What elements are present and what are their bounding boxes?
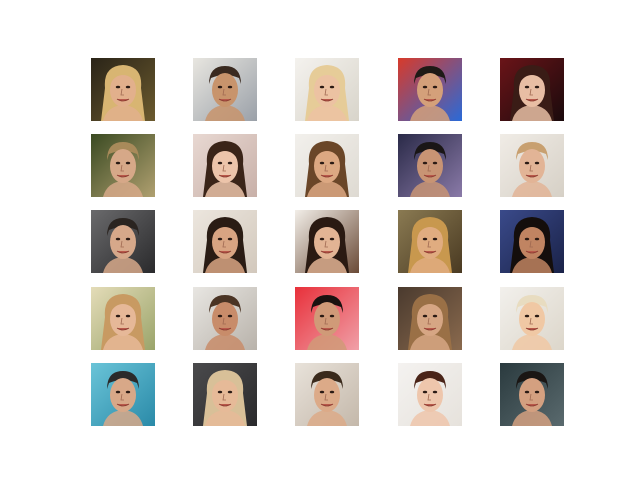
face-sample-image bbox=[500, 58, 564, 121]
face-sample-image bbox=[398, 363, 462, 426]
face-sample-image bbox=[295, 287, 359, 350]
face-sample-image bbox=[295, 134, 359, 197]
face-sample-image bbox=[91, 287, 155, 350]
face-sample-image bbox=[91, 134, 155, 197]
face-sample-image bbox=[295, 58, 359, 121]
face-sample-image bbox=[398, 134, 462, 197]
face-sample-image bbox=[91, 58, 155, 121]
face-sample-image bbox=[193, 210, 257, 273]
face-sample-image bbox=[500, 134, 564, 197]
face-sample-image bbox=[193, 134, 257, 197]
face-sample-image bbox=[500, 287, 564, 350]
face-sample-image bbox=[500, 363, 564, 426]
face-sample-image bbox=[193, 58, 257, 121]
face-sample-image bbox=[398, 210, 462, 273]
face-sample-image bbox=[91, 210, 155, 273]
face-sample-image bbox=[500, 210, 564, 273]
face-sample-image bbox=[295, 210, 359, 273]
face-sample-image bbox=[193, 287, 257, 350]
face-sample-image bbox=[91, 363, 155, 426]
face-sample-image bbox=[398, 287, 462, 350]
face-sample-image bbox=[193, 363, 257, 426]
face-sample-image bbox=[398, 58, 462, 121]
face-sample-image bbox=[295, 363, 359, 426]
